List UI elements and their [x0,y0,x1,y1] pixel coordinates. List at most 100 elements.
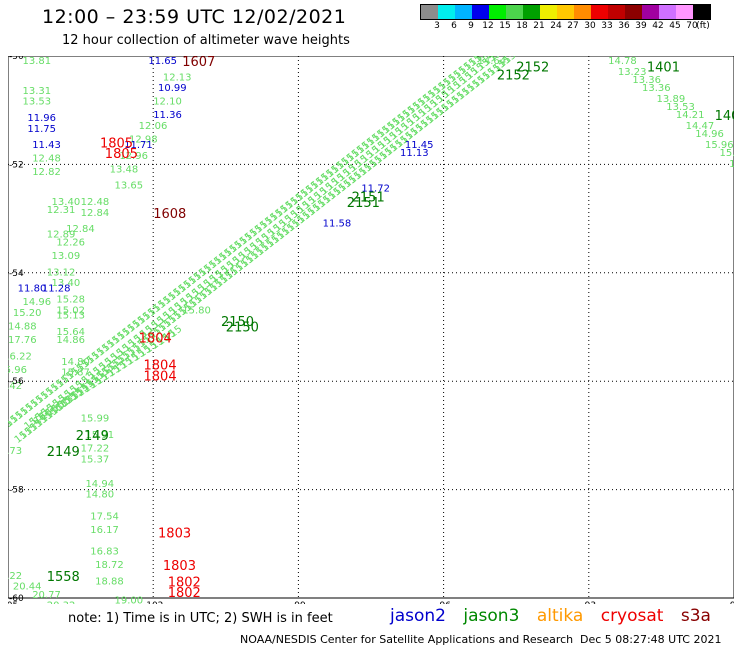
scale-swatch [540,5,557,19]
wave-height-value: 15.73 [8,446,22,457]
wave-height-value: 12.84 [81,208,110,219]
color-scale-labels: 3 6 9 12 15 18 21 24 27 30 33 36 39 42 45 70 (ft) [420,20,711,34]
wave-height-value: 13.40 [52,197,81,208]
wave-height-value: 13.53 [666,102,695,113]
wave-height-value: 12.48 [81,197,110,208]
wave-height-value: 13.65 [114,181,143,192]
scale-swatch [642,5,659,19]
wave-height-value: 14.86 [56,335,85,346]
pass-time-label: 1804 [144,369,177,384]
pass-time-label: 2151 [347,196,380,211]
wave-height-value: 17.22 [81,444,110,455]
map-subtitle: 12 hour collection of altimeter wave hei… [62,33,350,48]
wave-height-value: 11.75 [27,124,56,135]
wave-height-color-scale: 3 6 9 12 15 18 21 24 27 30 33 36 39 42 45 70 (ft) [420,4,711,34]
scale-swatch [591,5,608,19]
wave-height-value: 11.13 [400,148,429,159]
pass-time-label: 1804 [139,331,172,346]
wave-height-value: 20.44 [13,582,42,593]
wave-height-value: 16.22 [8,351,32,362]
lon-label: -93 [581,601,596,604]
wave-height-value: 12.48 [32,154,61,165]
scale-swatch [455,5,472,19]
wave-height-labels: 13.8113.3113.5311.9611.7511.4312.4812.82… [8,56,734,604]
wave-height-value: 14.47 [686,121,715,132]
track-mark: 15 [8,421,10,438]
wave-height-value: 17.76 [8,335,37,346]
pass-time-label: 1804 [144,359,177,374]
wave-height-value: 15.96 [705,140,734,151]
color-scale-bar [420,4,711,20]
wave-height-value: 14.21 [676,110,705,121]
wave-height-value: 11.36 [153,110,182,121]
wave-height-value: 14.88 [8,322,37,333]
scale-swatch [574,5,591,19]
satellite-legend: jason2 jason3 altika cryosat s3a [390,606,723,626]
scale-swatch [659,5,676,19]
legend-altika: altika [536,606,584,626]
wave-height-value: 11.28 [42,284,71,295]
wave-height-value: 12.98 [129,135,158,146]
scale-tick-label: 45 [669,21,681,31]
wave-height-value: 13.36 [632,75,661,86]
scale-swatch [676,5,693,19]
footnote: note: 1) Time is in UTC; 2) SWH is in fe… [68,611,333,626]
scale-tick-label: 9 [468,21,474,31]
wave-height-value: 14.42 [8,381,22,392]
axis-labels: -105 -102 -99 -96 -93 -90 -50 -52 -54 -56 -58 -60 [8,56,734,604]
scale-tick-label: 3 [434,21,440,31]
wave-height-value: 13.81 [23,56,52,67]
scale-swatch [557,5,574,19]
wave-height-value: 12.31 [47,205,76,216]
wave-height-value: 15.37 [81,454,110,465]
wave-height-value: 15.99 [81,414,110,425]
lat-label: -54 [9,269,24,279]
wave-height-value: 15.3 [719,148,734,159]
wave-height-value: 13.48 [110,164,139,175]
scale-swatch [506,5,523,19]
track-mark: 15 [472,56,489,65]
wave-height-value: 14.96 [695,129,724,140]
wave-height-value: 16.17 [90,525,119,536]
wave-height-value: 14.80 [85,490,114,501]
wave-height-value: 15.91 [85,430,114,441]
scale-tick-label: 6 [451,21,457,31]
wave-height-value: 15.87 [61,368,90,379]
wave-height-value: 12.89 [47,229,76,240]
pass-time-label: 1608 [153,207,186,222]
wave-height-value: 20.77 [32,590,61,601]
wave-height-value: 14.94 [85,479,114,490]
scale-tick-label: 39 [635,21,647,31]
scale-swatch [438,5,455,19]
wave-height-value: 14.80 [61,357,90,368]
wave-height-value: 12.26 [56,238,85,249]
pass-time-label: 1607 [182,56,215,70]
scale-swatch [472,5,489,19]
wave-height-value: 15.20 [13,308,42,319]
wave-height-value: 12.10 [153,97,182,108]
wave-height-value: 12.96 [119,151,148,162]
credit-line: NOAA/NESDIS Center for Satellite Applica… [240,633,574,646]
lon-label: -102 [143,601,163,604]
map-title: 12:00 – 23:59 UTC 12/02/2021 [42,6,347,28]
wave-height-value: 11.45 [405,140,434,151]
pass-time-label: 1803 [163,559,196,574]
pass-time-label: 2150 [221,315,254,330]
pass-time-label: 2150 [226,321,259,336]
pass-time-label: 1802 [168,575,201,590]
lat-lon-grid [8,56,734,599]
lat-label: -60 [9,594,24,604]
pass-time-label: 1805 [100,136,133,151]
wave-height-value: 12.82 [32,167,61,178]
lat-label: -58 [9,486,24,496]
scale-tick-label: 12 [482,21,494,31]
scale-swatch [489,5,506,19]
pass-time-label: 2151 [352,191,385,206]
wave-height-value: 17.54 [90,511,119,522]
scale-tick-label: 42 [652,21,664,31]
wave-height-value: 13.09 [52,251,81,262]
track-mark: 15 [487,56,504,64]
lon-label: -99 [291,601,306,604]
pass-time-label: 2149 [47,445,80,460]
scale-tick-label: 24 [550,21,562,31]
